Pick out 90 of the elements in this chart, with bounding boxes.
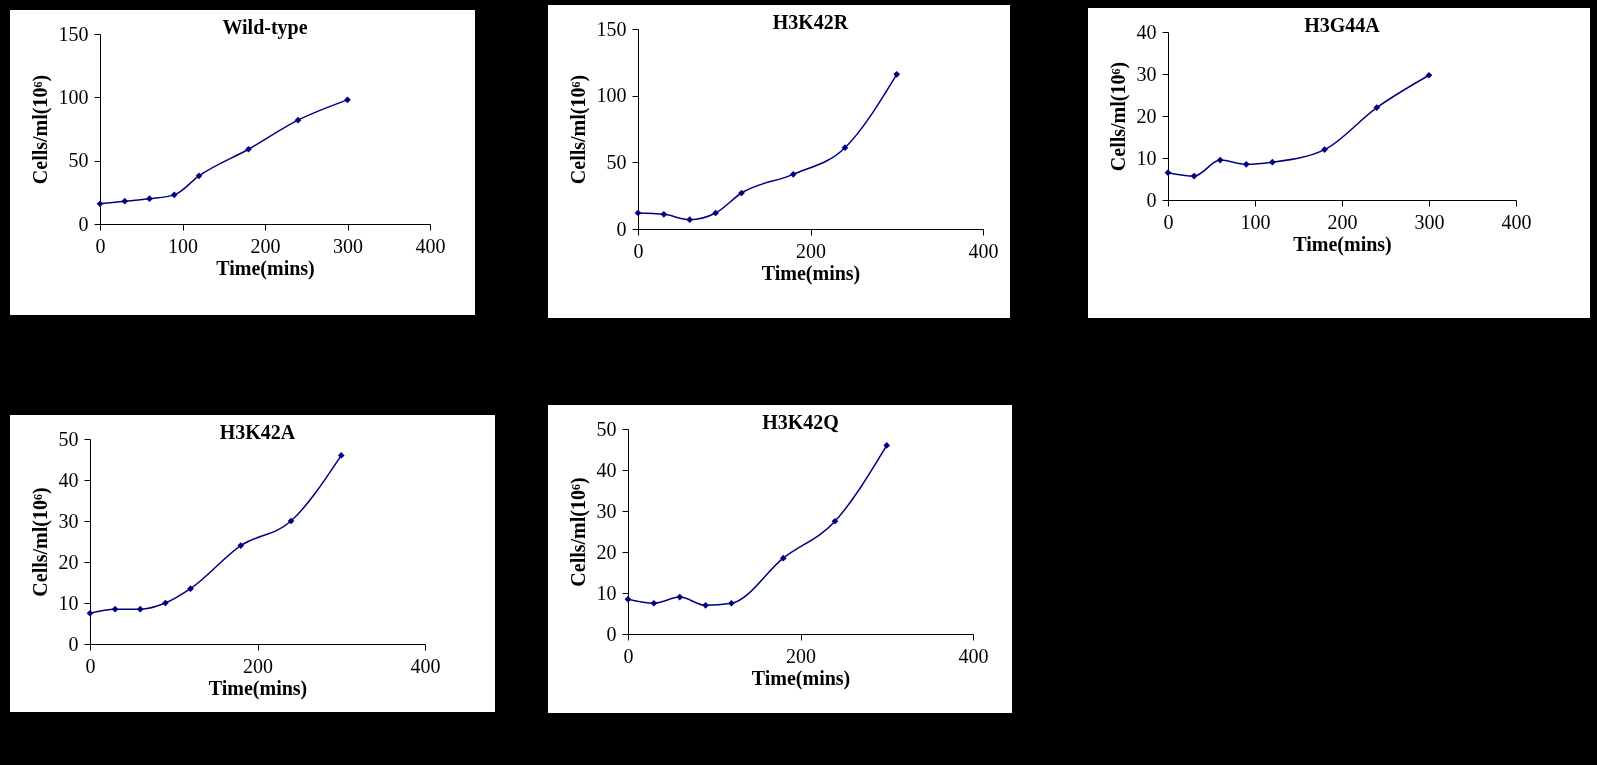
point — [1164, 169, 1172, 177]
y-tick-label: 40 — [596, 458, 617, 481]
x-tick-label: 400 — [968, 239, 999, 262]
point — [1190, 172, 1198, 180]
point — [686, 216, 694, 224]
point — [893, 70, 901, 78]
x-tick-label: 300 — [333, 234, 363, 257]
point — [676, 593, 684, 601]
point — [1373, 104, 1381, 111]
point — [121, 197, 129, 205]
y-axis-title: Cells/ml(10⁶) — [1106, 61, 1130, 172]
chart-title: Wild-type — [222, 16, 308, 39]
x-tick-label: 0 — [633, 239, 644, 262]
point — [789, 170, 797, 178]
y-axis-title: Cells/ml(10⁶) — [566, 477, 590, 587]
point — [624, 595, 632, 603]
chart-title: H3K42A — [219, 421, 296, 443]
y-tick-label: 50 — [596, 417, 617, 440]
x-axis-title: Time(mins) — [216, 256, 315, 280]
y-tick-label: 50 — [68, 149, 89, 172]
point — [86, 609, 94, 617]
x-tick-label: 0 — [95, 234, 106, 257]
point — [779, 554, 787, 562]
y-tick-label: 10 — [596, 581, 617, 604]
point — [170, 191, 178, 199]
y-axis-title: Cells/ml(10⁶) — [566, 74, 590, 185]
point — [136, 605, 144, 613]
point — [841, 144, 849, 152]
point — [195, 172, 203, 180]
x-tick-label: 200 — [786, 644, 816, 667]
x-tick-label: 400 — [1501, 210, 1532, 233]
y-tick-label: 40 — [1136, 20, 1157, 43]
x-tick-label: 200 — [796, 239, 826, 262]
y-tick-label: 20 — [1136, 104, 1157, 127]
y-tick-label: 50 — [606, 150, 627, 173]
y-tick-label: 0 — [1146, 188, 1157, 211]
x-tick-label: 400 — [958, 644, 989, 667]
y-tick-label: 20 — [596, 540, 617, 563]
y-tick-label: 40 — [58, 468, 79, 491]
y-tick-label: 30 — [596, 499, 617, 522]
y-axis-title: Cells/ml(10⁶) — [28, 487, 52, 597]
point — [650, 599, 658, 607]
point — [287, 517, 295, 525]
point — [660, 210, 668, 218]
y-tick-label: 20 — [58, 550, 79, 573]
x-tick-label: 200 — [1327, 210, 1358, 233]
x-axis-title: Time(mins) — [751, 666, 851, 690]
x-tick-label: 200 — [243, 654, 273, 677]
y-tick-label: 30 — [58, 509, 79, 532]
point — [1321, 146, 1328, 153]
point — [634, 209, 642, 217]
y-tick-label: 10 — [58, 591, 79, 614]
y-tick-label: 30 — [1136, 62, 1157, 85]
y-tick-label: 0 — [606, 622, 617, 645]
chart-title: H3K42R — [772, 11, 849, 33]
x-tick-label: 300 — [1414, 210, 1445, 233]
chart-title: H3G44A — [1304, 14, 1381, 36]
point — [337, 452, 345, 459]
x-tick-label: 400 — [410, 654, 441, 677]
x-tick-label: 400 — [415, 234, 446, 257]
point — [237, 542, 245, 549]
point — [702, 601, 709, 609]
point — [294, 116, 302, 124]
y-tick-label: 150 — [58, 22, 89, 45]
x-axis-title: Time(mins) — [208, 676, 308, 700]
y-tick-label: 100 — [596, 84, 627, 107]
point — [728, 599, 735, 607]
x-tick-label: 100 — [1240, 210, 1271, 233]
point — [1242, 160, 1250, 168]
point — [111, 605, 119, 613]
y-tick-label: 10 — [1136, 146, 1157, 169]
y-axis-title: Cells/ml(10⁶) — [28, 74, 52, 185]
point — [96, 200, 104, 208]
x-tick-label: 200 — [250, 234, 281, 257]
y-tick-label: 50 — [58, 427, 79, 450]
point — [883, 442, 891, 449]
point — [1216, 156, 1224, 164]
point — [831, 517, 839, 525]
point — [245, 145, 252, 153]
point — [146, 195, 153, 203]
x-tick-label: 100 — [168, 234, 198, 257]
point — [1425, 71, 1433, 79]
y-tick-label: 150 — [596, 17, 627, 40]
y-tick-label: 100 — [58, 85, 89, 108]
chart-title: H3K42Q — [762, 411, 839, 433]
x-tick-label: 0 — [1163, 210, 1174, 233]
point — [187, 585, 194, 592]
x-axis-title: Time(mins) — [1293, 232, 1392, 256]
x-axis-title: Time(mins) — [761, 261, 861, 285]
point — [1269, 158, 1276, 166]
